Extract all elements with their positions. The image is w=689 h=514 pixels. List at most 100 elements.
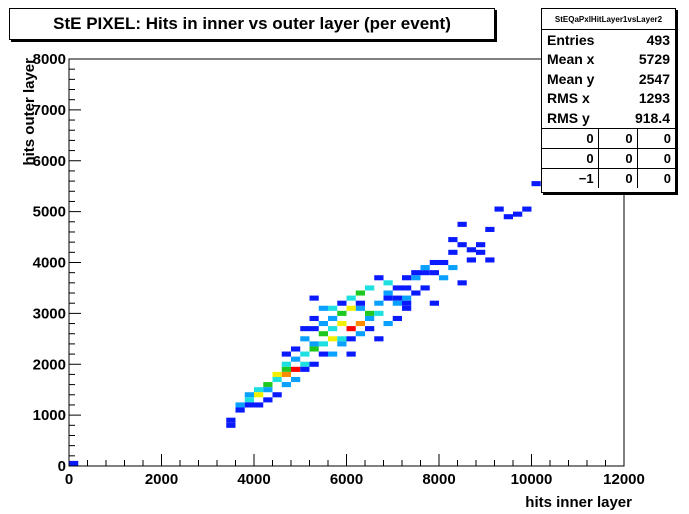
heatmap-bin [411, 275, 421, 281]
heatmap-bin [337, 336, 347, 342]
heatmap-bin [346, 326, 356, 332]
heatmap-bin [337, 341, 347, 347]
heatmap-bin [309, 326, 319, 332]
heatmap-bin [318, 305, 328, 311]
heatmap-bin [254, 402, 264, 408]
x-tick-label: 0 [65, 471, 73, 488]
heatmap-bin [337, 310, 347, 316]
overflow-cell: 0 [636, 127, 675, 149]
stats-row-rms-y: RMS y 918.4 [542, 108, 675, 128]
y-tick-label: 2000 [33, 356, 66, 373]
heatmap-bin [374, 336, 384, 342]
overflow-cell: 0 [597, 167, 638, 188]
x-tick-label: 12000 [603, 471, 645, 488]
overflow-cell: 0 [597, 127, 638, 149]
plot-frame [68, 58, 625, 467]
heatmap-bin [383, 280, 393, 286]
stats-label: Mean y [547, 70, 595, 87]
heatmap-bin [300, 361, 310, 367]
stats-row-entries: Entries 493 [542, 30, 675, 50]
stats-box: StEQaPxlHitLayer1vsLayer2 Entries 493 Mea… [541, 8, 676, 193]
heatmap-bin [318, 321, 328, 327]
heatmap-bin [374, 310, 384, 316]
heatmap-bin [263, 382, 273, 388]
heatmap-bin [429, 270, 439, 276]
heatmap-bin [355, 331, 365, 337]
heatmap-bin [235, 402, 245, 408]
y-tick-label: 5000 [33, 204, 66, 221]
heatmap-bin [281, 371, 291, 377]
heatmap-bin [383, 321, 393, 327]
heatmap-bin [309, 295, 319, 301]
heatmap-bin [291, 356, 301, 362]
heatmap-bin [291, 366, 301, 372]
x-tick-label: 4000 [237, 471, 270, 488]
heatmap-bin [318, 351, 328, 357]
overflow-row: 0 0 0 [542, 127, 675, 149]
heatmap-bin [318, 341, 328, 347]
heatmap-bin [328, 305, 338, 311]
heatmap-bin [365, 315, 375, 322]
heatmap-bin [448, 265, 458, 271]
stats-row-mean-x: Mean x 5729 [542, 50, 675, 70]
heatmap-bin [281, 366, 291, 372]
heatmap-bin [291, 376, 301, 383]
heatmap-bin [346, 295, 356, 301]
heatmap-bin [402, 300, 412, 306]
heatmap-bin [365, 310, 375, 316]
y-tick-label: 8000 [33, 51, 66, 68]
overflow-cell: −1 [542, 167, 599, 188]
x-tick-label: 2000 [145, 471, 178, 488]
stats-value: 493 [646, 31, 670, 48]
heatmap-bin [365, 326, 375, 332]
heatmap-bin [457, 242, 467, 248]
heatmap-bin [355, 300, 365, 306]
heatmap-bin [281, 382, 291, 388]
heatmap-bin [522, 206, 532, 212]
overflow-grid: 0 0 0 0 0 0 −1 0 0 [542, 127, 675, 188]
heatmap-bin [439, 259, 449, 266]
y-tick-label: 0 [58, 458, 66, 475]
heatmap-bin [226, 417, 236, 423]
heatmap-bin [328, 315, 338, 322]
heatmap-bin [263, 387, 273, 393]
heatmap-bin [392, 315, 402, 322]
heatmap-bin [309, 315, 319, 322]
heatmap-bin [272, 392, 282, 398]
heatmap-bin [374, 300, 384, 306]
heatmap-bin [355, 290, 365, 296]
heatmap-bin [244, 392, 254, 398]
heatmap-bin [300, 336, 310, 342]
heatmap-bin [531, 181, 541, 187]
heatmap-bin [485, 257, 495, 263]
heatmap-bin [402, 295, 412, 301]
heatmap-bin [383, 295, 393, 301]
axes-layer: 0 2000 4000 6000 8000 10000 12000 0 1000 2000 3000… [33, 51, 645, 488]
y-tick-label: 4000 [33, 255, 66, 272]
heatmap-bin [466, 247, 476, 253]
heatmap-bin [355, 321, 365, 327]
heatmap-bin [476, 242, 486, 248]
heatmap-bin [392, 285, 402, 291]
y-tick-label: 3000 [33, 305, 66, 322]
y-tick-label: 6000 [33, 153, 66, 170]
heatmap-bin [318, 331, 328, 337]
heatmap-bin [420, 270, 430, 276]
heatmap-bin [337, 300, 347, 306]
heatmap-bin [309, 361, 319, 367]
heatmap-bin [411, 290, 421, 296]
heatmap-bin [457, 221, 467, 227]
heatmap-bin [300, 366, 310, 372]
heatmap-bin [494, 206, 504, 212]
heatmap-bin [374, 275, 384, 281]
heatmap-bin [402, 285, 412, 291]
stats-value: 1293 [638, 90, 670, 107]
stats-label: Entries [547, 31, 595, 48]
heatmap-bin [244, 397, 254, 403]
y-tick-label: 1000 [33, 407, 66, 424]
overflow-cell: 0 [636, 147, 675, 169]
x-tick-label: 10000 [511, 471, 553, 488]
overflow-cell: 0 [542, 127, 599, 149]
heatmap-bin [346, 305, 356, 311]
heatmap-bin [281, 351, 291, 357]
